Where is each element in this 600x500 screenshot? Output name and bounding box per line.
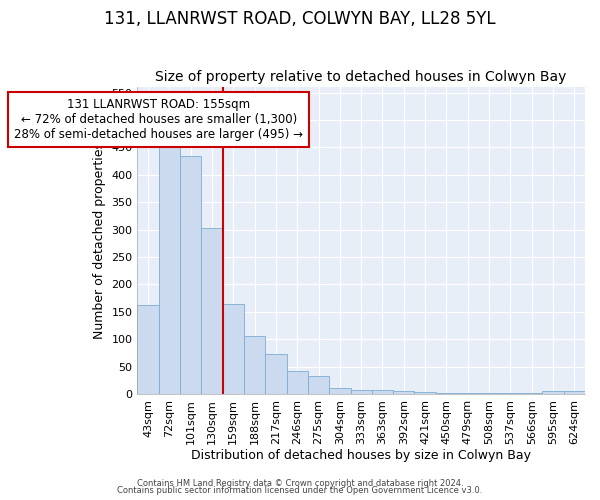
Bar: [372, 390, 393, 394]
Bar: [308, 376, 329, 394]
Bar: [265, 354, 287, 394]
Bar: [158, 148, 180, 394]
Bar: [180, 156, 202, 394]
Bar: [415, 392, 436, 394]
Text: 131, LLANRWST ROAD, COLWYN BAY, LL28 5YL: 131, LLANRWST ROAD, COLWYN BAY, LL28 5YL: [104, 10, 496, 28]
Text: Contains HM Land Registry data © Crown copyright and database right 2024.: Contains HM Land Registry data © Crown c…: [137, 478, 463, 488]
Bar: [137, 305, 158, 394]
Bar: [329, 388, 350, 394]
Bar: [436, 393, 457, 394]
Y-axis label: Number of detached properties: Number of detached properties: [93, 142, 106, 339]
Bar: [563, 391, 585, 394]
X-axis label: Distribution of detached houses by size in Colwyn Bay: Distribution of detached houses by size …: [191, 450, 531, 462]
Bar: [244, 336, 265, 394]
Bar: [393, 391, 415, 394]
Bar: [542, 391, 563, 394]
Title: Size of property relative to detached houses in Colwyn Bay: Size of property relative to detached ho…: [155, 70, 567, 85]
Bar: [457, 393, 478, 394]
Bar: [223, 304, 244, 394]
Bar: [287, 371, 308, 394]
Bar: [350, 390, 372, 394]
Text: 131 LLANRWST ROAD: 155sqm
← 72% of detached houses are smaller (1,300)
28% of se: 131 LLANRWST ROAD: 155sqm ← 72% of detac…: [14, 98, 303, 141]
Bar: [202, 228, 223, 394]
Text: Contains public sector information licensed under the Open Government Licence v3: Contains public sector information licen…: [118, 486, 482, 495]
